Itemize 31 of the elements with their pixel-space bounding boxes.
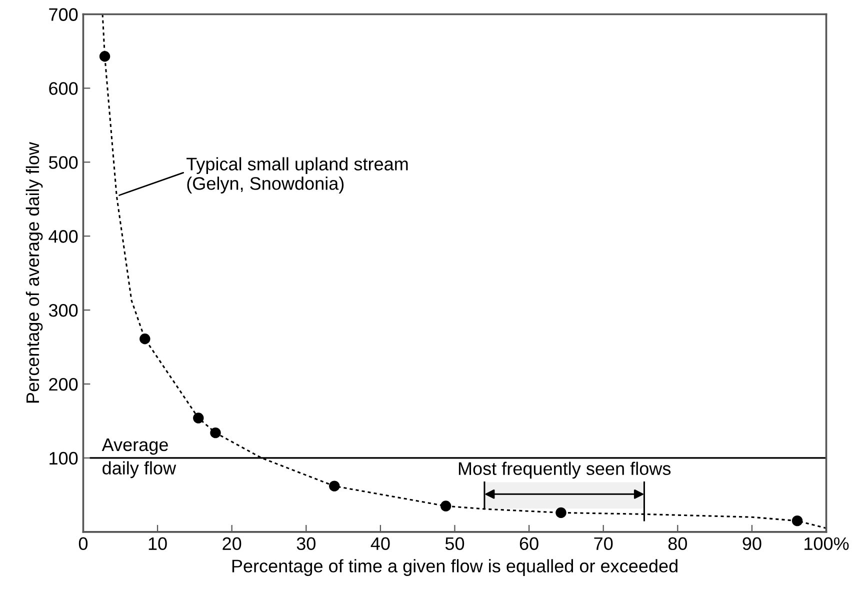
y-tick-label: 200 <box>49 378 78 391</box>
x-tick-label: 70 <box>594 537 613 550</box>
x-tick-label: 0 <box>78 537 88 550</box>
x-axis-title: Percentage of time a given flow is equalled or exceeded <box>232 559 678 576</box>
x-tick-label: 50 <box>445 537 464 550</box>
point <box>440 500 452 512</box>
x-tick-label: 80 <box>668 537 687 550</box>
x-tick-label: 90 <box>742 537 762 550</box>
y-axis-title: Percentage of average daily flow <box>26 142 43 403</box>
y-tick-label: 300 <box>48 304 78 317</box>
y-tick-label: 100 <box>50 452 78 465</box>
y-tick-label: 600 <box>49 82 78 95</box>
point <box>210 427 221 438</box>
point <box>792 515 803 526</box>
x-tick-label: 60 <box>520 537 538 550</box>
x-tick-label: 100% <box>804 537 849 550</box>
point <box>193 412 204 424</box>
x-tick-label: 30 <box>296 537 316 550</box>
x-tick-label: 20 <box>222 537 242 550</box>
x-tick-label: 40 <box>370 537 390 550</box>
point <box>99 51 110 62</box>
point <box>556 507 566 518</box>
point <box>329 480 340 492</box>
annotation: Typical small upland stream (Gelyn, Snowdonia) <box>186 157 408 194</box>
band-label: Most frequently seen flows <box>458 462 671 479</box>
ref-line-label: Average daily flow <box>102 438 176 478</box>
y-tick-label: 500 <box>48 156 78 169</box>
x-tick-label: 10 <box>148 537 167 550</box>
y-tick-label: 700 <box>49 8 78 21</box>
point <box>140 334 150 344</box>
y-tick-label: 400 <box>48 230 78 243</box>
